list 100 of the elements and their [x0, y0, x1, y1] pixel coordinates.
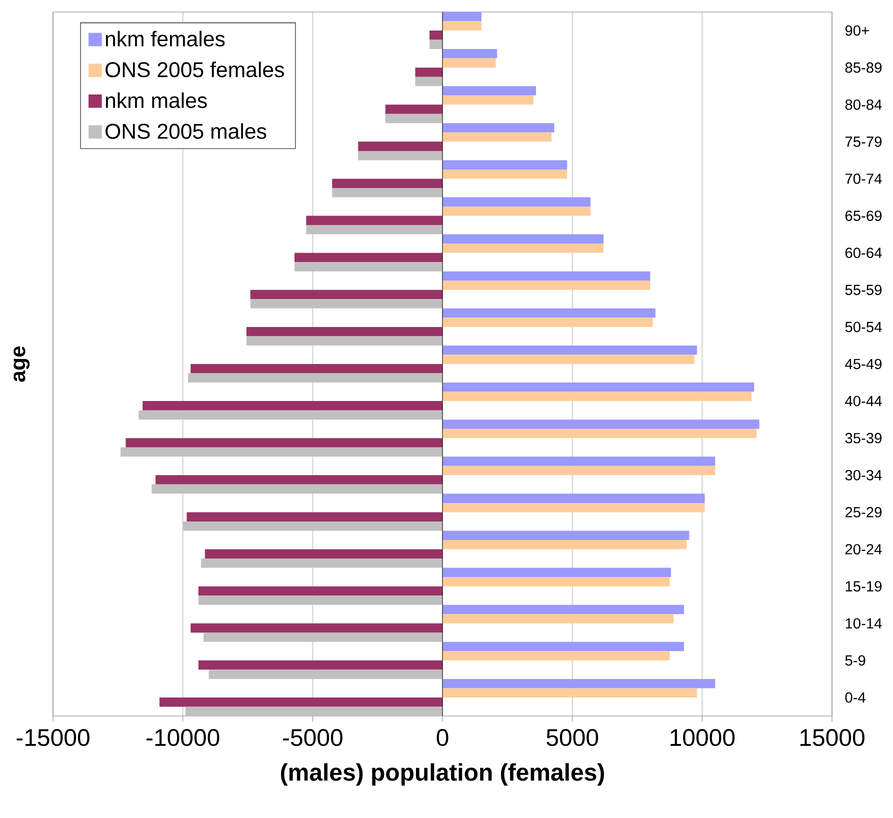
bar [198, 660, 442, 670]
bar [442, 688, 697, 698]
bar [208, 670, 442, 679]
bar [190, 364, 442, 374]
bar [182, 521, 442, 531]
bar [442, 318, 653, 327]
bar [250, 290, 442, 300]
bar [442, 466, 716, 476]
y-tick-label: 75-79 [845, 136, 882, 147]
legend-label: nkm males [106, 92, 207, 108]
bar [442, 169, 568, 179]
bar [201, 558, 442, 568]
bar [442, 21, 482, 31]
y-tick-label: 35-39 [845, 432, 882, 444]
bar [442, 604, 684, 614]
x-tick-label: 15000 [800, 729, 864, 746]
bar [385, 114, 442, 124]
bar [250, 299, 442, 308]
bar [442, 206, 591, 216]
bar [430, 40, 442, 50]
bar [156, 475, 442, 484]
bar [159, 697, 442, 707]
bar [442, 540, 687, 550]
bar [138, 410, 442, 420]
bar [185, 706, 442, 716]
y-tick-label: 30-34 [845, 470, 882, 480]
bar [442, 354, 694, 364]
bar [442, 86, 536, 96]
legend-label: nkm females [106, 30, 225, 46]
bar [358, 150, 442, 160]
bar [190, 623, 442, 633]
bar [120, 447, 442, 457]
bar [385, 104, 442, 114]
bar [188, 373, 442, 383]
legend-label: ONS 2005 males [106, 123, 266, 139]
y-tick-label: 55-59 [845, 284, 882, 296]
bar [442, 234, 604, 244]
x-tick-label: -10000 [146, 729, 220, 746]
bar [442, 197, 591, 207]
bar [442, 271, 650, 281]
bar [306, 225, 442, 234]
bar [246, 336, 442, 346]
bar [204, 549, 442, 559]
y-tick-label: 25-29 [845, 507, 882, 518]
bar [442, 494, 705, 503]
y-tick-label: 60-64 [845, 248, 882, 258]
y-tick-label: 80-84 [845, 99, 882, 110]
bar [358, 142, 442, 151]
bar [246, 326, 442, 336]
y-tick-label: 20-24 [845, 544, 882, 554]
x-axis-title: (males) population (females) [281, 763, 604, 786]
bar [442, 568, 672, 578]
bar [442, 577, 670, 586]
bar [415, 68, 442, 77]
bar [442, 49, 498, 58]
bar [442, 280, 650, 290]
bar [442, 642, 684, 652]
bar [294, 252, 442, 262]
bar [442, 95, 534, 105]
y-tick-label: 50-54 [845, 322, 882, 332]
bar [442, 308, 656, 318]
x-tick-label: -5000 [283, 729, 342, 746]
bar [442, 428, 757, 438]
bar [332, 178, 442, 188]
x-tick-label: 0 [436, 729, 448, 746]
bar [126, 438, 442, 448]
bar [204, 632, 442, 642]
y-tick-label: 45-49 [845, 358, 882, 370]
bar [442, 244, 604, 253]
bar [198, 596, 442, 605]
bar [442, 678, 716, 688]
bar [294, 262, 442, 272]
y-axis-title: age [14, 346, 30, 382]
bar [430, 30, 442, 40]
bar [442, 160, 568, 170]
bar [142, 401, 442, 410]
x-tick-label: 5000 [546, 729, 598, 746]
y-tick-label: 65-69 [845, 210, 882, 221]
y-tick-label: 85-89 [845, 62, 882, 73]
bar [415, 76, 442, 86]
bar [442, 382, 754, 392]
bar [442, 530, 690, 540]
y-tick-label: 10-14 [846, 618, 882, 629]
bar [442, 392, 752, 402]
bar [442, 651, 670, 660]
bar [442, 58, 496, 68]
y-tick-label: 15-19 [846, 581, 882, 592]
bar [198, 586, 442, 596]
y-tick-label: 70-74 [845, 174, 882, 184]
bar [152, 484, 442, 494]
bar [306, 216, 442, 226]
bar [332, 188, 442, 198]
legend-label: ONS 2005 females [106, 62, 284, 78]
y-tick-label: 0-4 [845, 692, 866, 703]
x-tick-label: 10000 [670, 729, 735, 746]
y-tick-label: 5-9 [845, 655, 866, 666]
bar [442, 123, 554, 132]
bar [442, 614, 674, 624]
x-tick-label: -15000 [16, 729, 90, 746]
bar [442, 345, 697, 355]
